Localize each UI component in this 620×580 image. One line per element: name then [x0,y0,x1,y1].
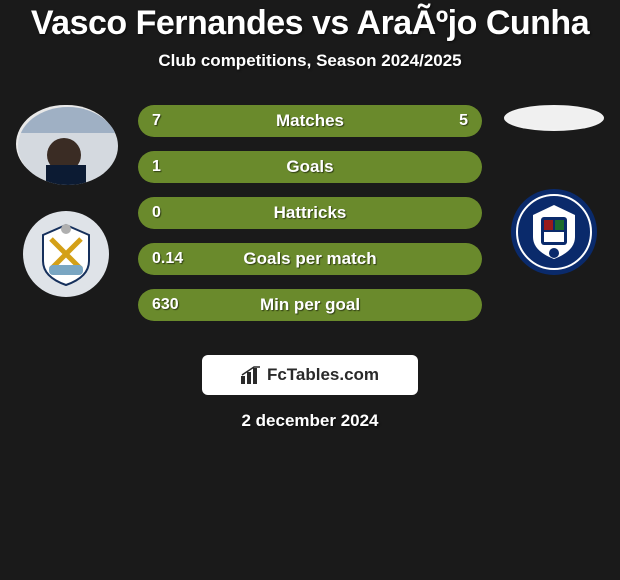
stat-label: Hattricks [138,197,482,229]
right-player-avatar [504,105,604,131]
stat-bar: 0.14Goals per match [138,243,482,275]
stat-bars: 75Matches 1Goals 0Hattricks 0.14Goals per m… [138,105,482,321]
stat-label: Min per goal [138,289,482,321]
right-club-crest [511,189,597,275]
stat-label: Goals per match [138,243,482,275]
branding-text: FcTables.com [267,365,379,385]
stat-label: Matches [138,105,482,137]
comparison-body: 75Matches 1Goals 0Hattricks 0.14Goals per m… [0,105,620,335]
bar-chart-icon [241,366,261,384]
left-club-crest [23,211,109,297]
left-player-column [6,105,126,297]
comparison-card: Vasco Fernandes vs AraÃºjo Cunha Club co… [0,0,620,580]
stat-bar: 630Min per goal [138,289,482,321]
branding-badge: FcTables.com [202,355,418,395]
comparison-date: 2 december 2024 [0,411,620,431]
stat-bar: 75Matches [138,105,482,137]
right-player-column [494,105,614,275]
left-player-avatar [16,105,116,183]
comparison-subtitle: Club competitions, Season 2024/2025 [0,51,620,71]
stat-bar: 1Goals [138,151,482,183]
stat-bar: 0Hattricks [138,197,482,229]
stat-label: Goals [138,151,482,183]
comparison-title: Vasco Fernandes vs AraÃºjo Cunha [0,0,620,43]
